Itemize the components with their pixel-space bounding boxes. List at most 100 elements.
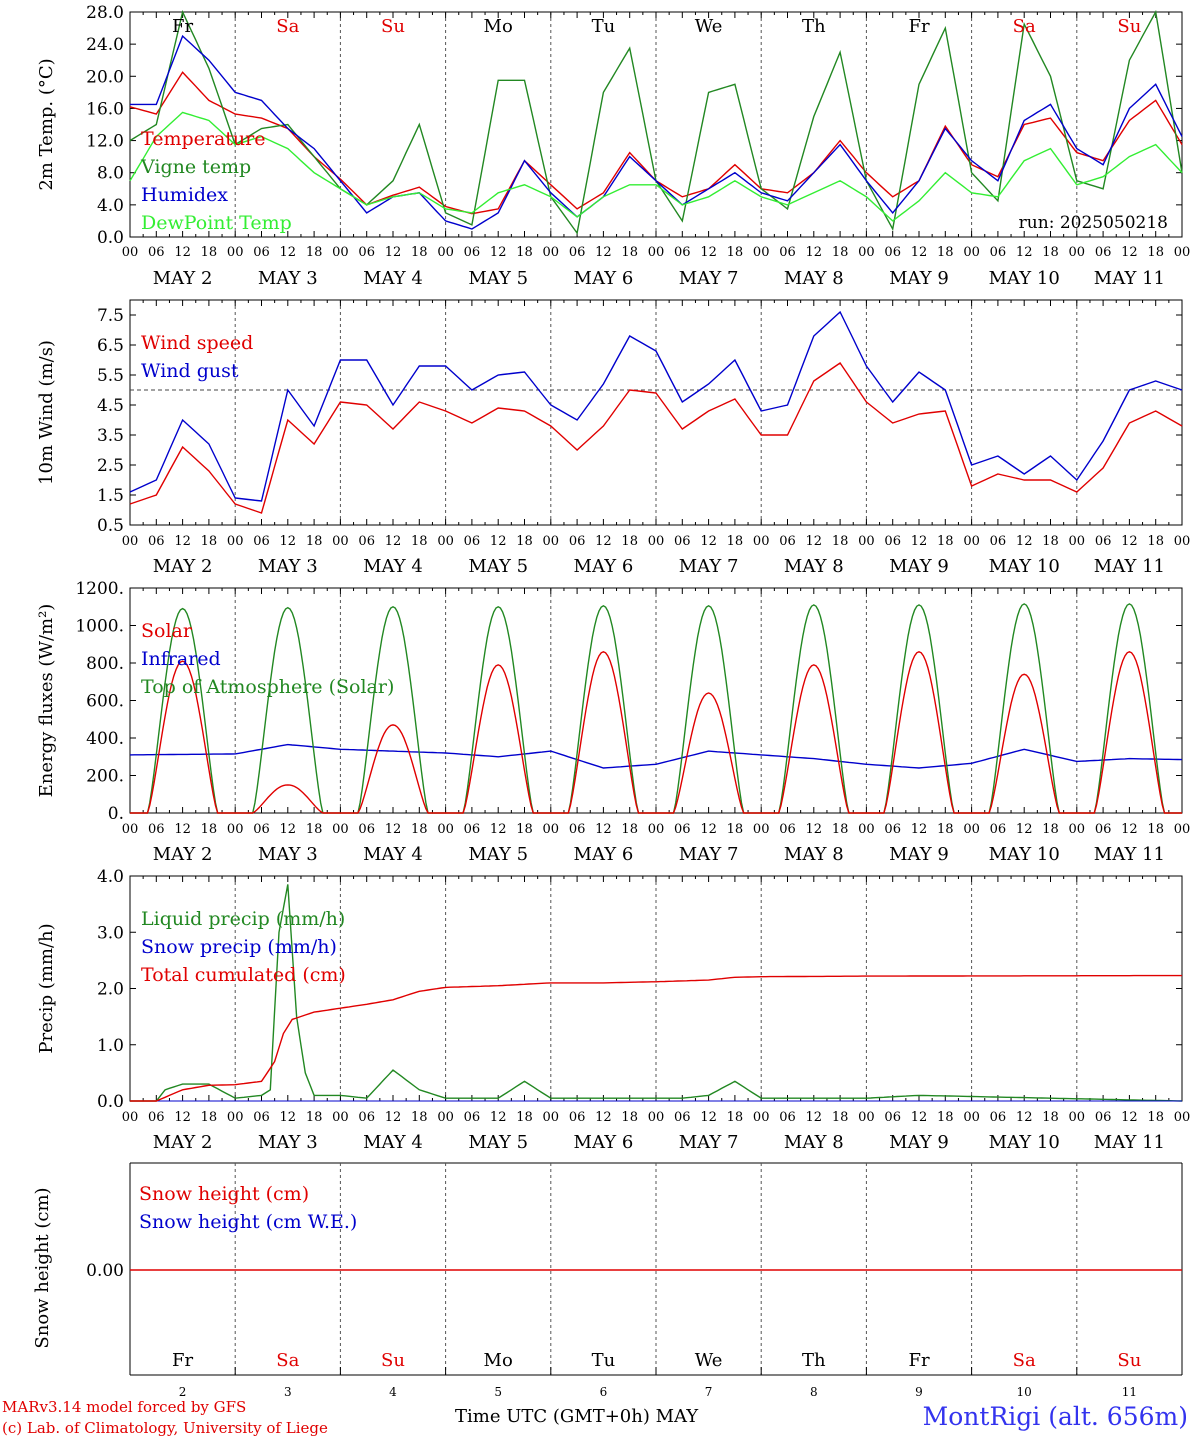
hour-tick-label: 12	[1121, 534, 1138, 549]
hour-tick-label: 06	[253, 822, 270, 837]
hour-tick-label: 00	[543, 245, 560, 260]
hour-tick-label: 00	[437, 822, 454, 837]
legend-snow-height-cm: Snow height (cm)	[139, 1183, 309, 1205]
y-tick-label: 4.0	[97, 196, 124, 216]
hour-tick-label: 18	[621, 534, 638, 549]
hour-tick-label: 06	[358, 822, 375, 837]
day-label: Fr	[172, 16, 193, 37]
hour-tick-label: 18	[727, 534, 744, 549]
hour-tick-label: 18	[201, 245, 218, 260]
y-tick-label: 0.0	[97, 1092, 124, 1112]
date-label: MAY 8	[784, 556, 844, 577]
hour-tick-label: 18	[1042, 822, 1059, 837]
hour-tick-label: 12	[174, 822, 191, 837]
date-label: MAY 3	[258, 844, 318, 865]
day-number: 6	[600, 1385, 608, 1399]
date-label: MAY 9	[889, 1132, 949, 1153]
hour-tick-label: 00	[753, 822, 770, 837]
hour-tick-label: 18	[1042, 1110, 1059, 1125]
hour-tick-label: 12	[700, 822, 717, 837]
hour-tick-label: 00	[753, 534, 770, 549]
day-number: 11	[1122, 1385, 1137, 1399]
hour-tick-label: 18	[832, 534, 849, 549]
hour-tick-label: 06	[148, 534, 165, 549]
hour-tick-label: 12	[1016, 1110, 1033, 1125]
hour-tick-label: 12	[1016, 534, 1033, 549]
hour-tick-label: 18	[516, 245, 533, 260]
date-label: MAY 4	[363, 268, 423, 289]
hour-tick-label: 18	[621, 1110, 638, 1125]
hour-tick-label: 12	[490, 1110, 507, 1125]
date-label: MAY 10	[989, 556, 1060, 577]
hour-tick-label: 00	[1069, 822, 1086, 837]
hour-tick-label: 18	[937, 245, 954, 260]
series-wind-gust	[129, 310, 1183, 502]
day-label: Th	[802, 16, 826, 37]
hour-tick-label: 12	[595, 534, 612, 549]
hour-tick-label: 12	[385, 1110, 402, 1125]
day-label: Su	[381, 16, 405, 37]
day-number: 5	[494, 1385, 502, 1399]
hour-tick-label: 00	[648, 822, 665, 837]
hour-tick-label: 06	[464, 822, 481, 837]
y-tick-label: 200.	[86, 767, 124, 787]
hour-tick-label: 00	[858, 245, 875, 260]
day-number: 9	[915, 1385, 923, 1399]
hour-tick-label: 00	[227, 1110, 244, 1125]
day-label: We	[695, 16, 723, 37]
date-label: MAY 5	[468, 844, 528, 865]
day-label: Sa	[276, 16, 299, 37]
hour-tick-label: 18	[201, 1110, 218, 1125]
day-label: Fr	[908, 1350, 929, 1371]
date-label: MAY 8	[784, 1132, 844, 1153]
day-number: 3	[284, 1385, 292, 1399]
date-label: MAY 11	[1094, 268, 1165, 289]
y-tick-label: 16.0	[86, 99, 124, 119]
hour-tick-label: 00	[1069, 1110, 1086, 1125]
hour-tick-label: 12	[911, 822, 928, 837]
hour-tick-label: 12	[806, 1110, 823, 1125]
date-label: MAY 4	[363, 844, 423, 865]
hour-tick-label: 00	[963, 245, 980, 260]
hour-tick-label: 00	[1069, 534, 1086, 549]
hour-tick-label: 12	[1016, 822, 1033, 837]
hour-tick-label: 00	[332, 245, 349, 260]
y-tick-label: 20.0	[86, 67, 124, 87]
hour-tick-label: 18	[937, 822, 954, 837]
hour-tick-label: 06	[990, 245, 1007, 260]
y-tick-label: 3.5	[97, 426, 124, 446]
day-label: Sa	[1013, 1350, 1036, 1371]
day-label: We	[695, 1350, 723, 1371]
hour-tick-label: 06	[990, 534, 1007, 549]
hour-tick-label: 00	[648, 534, 665, 549]
y-axis-label: 10m Wind (m/s)	[36, 340, 57, 485]
day-number: 4	[389, 1385, 397, 1399]
date-label: MAY 11	[1094, 1132, 1165, 1153]
hour-tick-label: 00	[753, 1110, 770, 1125]
day-label: Tu	[592, 1350, 616, 1371]
legend-infrared: Infrared	[141, 648, 221, 670]
y-tick-label: 5.5	[97, 366, 124, 386]
hour-tick-label: 00	[227, 534, 244, 549]
date-label: MAY 9	[889, 844, 949, 865]
legend-top-of-atmosphere-solar-: Top of Atmosphere (Solar)	[141, 676, 394, 698]
hour-tick-label: 06	[884, 534, 901, 549]
hour-tick-label: 18	[201, 534, 218, 549]
hour-tick-label: 18	[832, 1110, 849, 1125]
hour-tick-label: 12	[806, 245, 823, 260]
hour-tick-label: 18	[727, 1110, 744, 1125]
legend-temperature: Temperature	[141, 128, 265, 150]
hour-tick-label: 12	[490, 245, 507, 260]
y-tick-label: 1200.	[75, 579, 124, 599]
y-axis-label: Energy fluxes (W/m²)	[36, 604, 57, 798]
day-label: Tu	[592, 16, 616, 37]
y-tick-label: 4.5	[97, 396, 124, 416]
day-label: Mo	[484, 1350, 513, 1371]
series-total-cumulated	[130, 974, 1182, 1102]
hour-tick-label: 12	[490, 534, 507, 549]
hour-tick-label: 06	[779, 534, 796, 549]
hour-tick-label: 12	[174, 1110, 191, 1125]
hour-tick-label: 00	[332, 1110, 349, 1125]
day-label: Fr	[908, 16, 929, 37]
date-label: MAY 7	[679, 556, 739, 577]
